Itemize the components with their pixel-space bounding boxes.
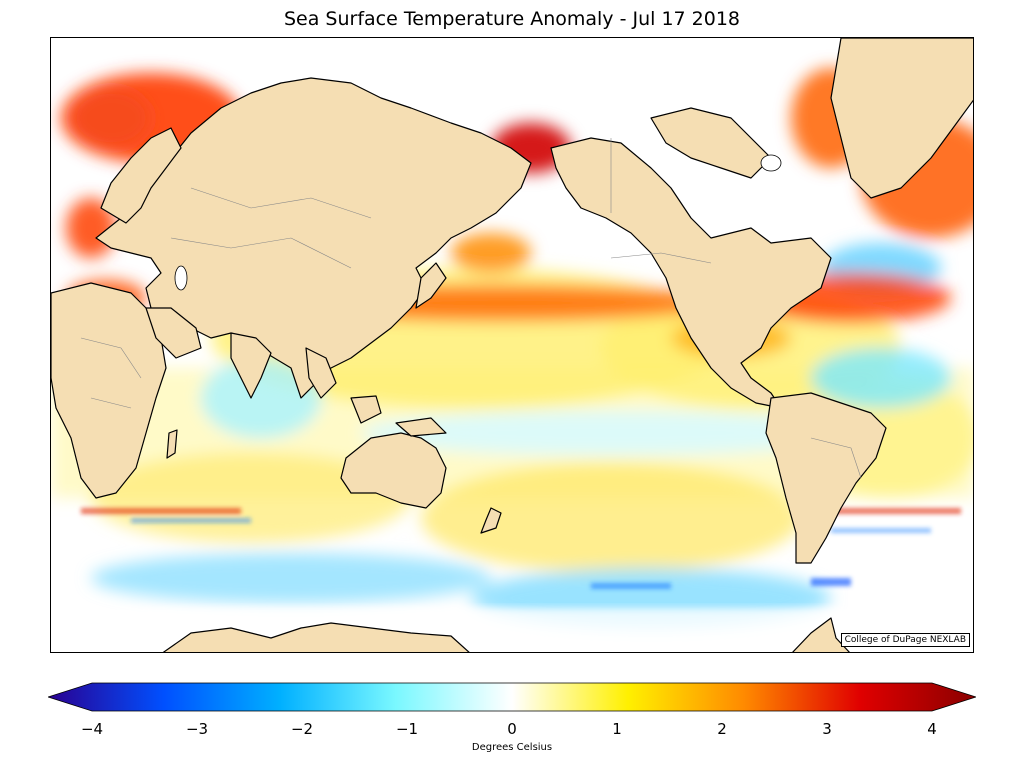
colorbar-tick-label: 1	[612, 720, 622, 738]
sst-anomaly-map: College of DuPage NEXLAB	[50, 37, 974, 653]
japan-landmass	[415, 262, 447, 309]
new-zealand-landmass	[480, 507, 502, 534]
credit-label: College of DuPage NEXLAB	[840, 633, 970, 647]
colorbar-tick-label: 4	[927, 720, 937, 738]
madagascar-landmass	[166, 429, 178, 459]
greenland-landmass	[830, 38, 973, 199]
colorbar-tick-label: 3	[822, 720, 832, 738]
colorbar-tick-label: −3	[185, 720, 209, 738]
colorbar-tick-label: 0	[507, 720, 517, 738]
north-america-landmass	[550, 137, 832, 409]
colorbar-bar	[48, 682, 976, 712]
antarctic-peninsula-landmass	[792, 617, 850, 652]
country-borders	[80, 138, 862, 479]
arabia-landmass	[145, 307, 202, 359]
colorbar-tick-label: −4	[80, 720, 104, 738]
india-landmass	[230, 332, 272, 399]
colorbar-tick-label: −1	[395, 720, 419, 738]
colorbar-tick-label: 2	[717, 720, 727, 738]
new-guinea-landmass	[395, 417, 447, 437]
canadian-arctic-landmass	[650, 107, 772, 179]
lakes	[174, 154, 782, 291]
land-masses	[51, 38, 973, 652]
africa-landmass	[51, 282, 167, 499]
map-title: Sea Surface Temperature Anomaly - Jul 17…	[283, 8, 741, 30]
borneo-landmass	[350, 395, 382, 424]
colorbar-tick-label: −2	[290, 720, 314, 738]
australia-landmass	[340, 432, 447, 509]
south-america-landmass	[765, 392, 887, 564]
scandinavia-landmass	[100, 127, 182, 224]
units-label: Degrees Celsius	[471, 742, 553, 753]
colorbar	[48, 682, 976, 712]
indochina-landmass	[305, 347, 337, 399]
antarctica-landmass	[162, 622, 470, 652]
